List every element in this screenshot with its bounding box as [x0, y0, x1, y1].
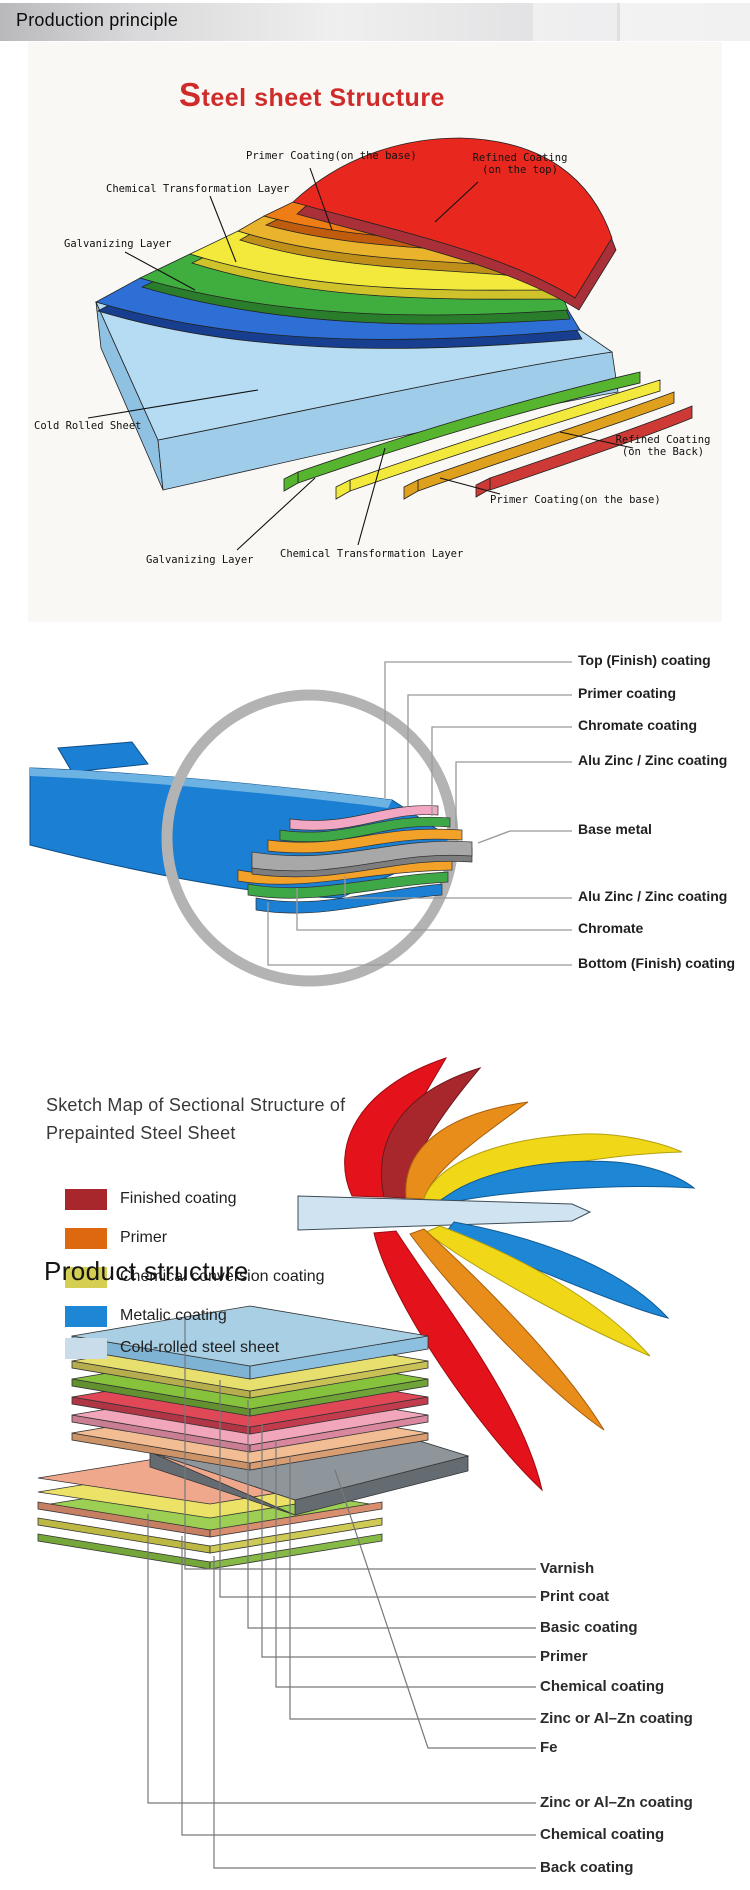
sectional-sketch-fan: [297, 1057, 696, 1492]
label-chromate-coating: Chromate coating: [578, 717, 698, 733]
label-base-metal: Base metal: [578, 821, 652, 837]
label-basic-coating: Basic coating: [540, 1619, 638, 1636]
label-chemical-transformation-back: Chemical Transformation Layer: [280, 548, 464, 560]
label-print-coat: Print coat: [540, 1588, 610, 1605]
label-galvanizing-back: Galvanizing Layer: [146, 554, 254, 566]
legend-swatch-primer: [65, 1228, 107, 1249]
diagram4-leader-lines: [147, 1318, 536, 1869]
label-bottom-finish-coating: Bottom (Finish) coating: [578, 955, 736, 971]
legend-swatch-finished-coating: [65, 1189, 107, 1210]
label-refined-coating-back: Refined Coating (on the Back): [615, 434, 711, 458]
label-zinc-alzn-coating-bottom: Zinc or Al–Zn coating: [540, 1794, 693, 1811]
diagram1-title-initial: S: [179, 76, 202, 113]
label-primer-coating-back: Primer Coating(on the base): [490, 494, 661, 506]
label-alu-zinc-coating-bottom: Alu Zinc / Zinc coating: [578, 888, 728, 904]
diagram1-title-rest: teel sheet Structure: [201, 84, 445, 112]
label-galvanizing-top: Galvanizing Layer: [64, 238, 172, 250]
label-varnish: Varnish: [540, 1560, 595, 1577]
diagram4-title: Product structure: [44, 1256, 249, 1286]
steel-sheet-structure-diagram: [94, 137, 693, 500]
product-structure-stack: [37, 1305, 470, 1570]
label-fe: Fe: [540, 1739, 558, 1756]
legend-swatch-cold-rolled-sheet: [65, 1338, 107, 1359]
label-refined-coating-top: Refined Coating (on the top): [472, 152, 568, 176]
label-chemical-coating-bottom: Chemical coating: [540, 1826, 665, 1843]
coating-magnifier-diagram: [29, 689, 473, 987]
diagram1-leader-lines: [87, 167, 634, 551]
legend-swatch-chemical-conversion: [65, 1267, 107, 1288]
label-primer-coating: Primer coating: [578, 685, 677, 701]
label-chemical-transformation-top: Chemical Transformation Layer: [106, 183, 290, 195]
section-header-bar: Production principle: [0, 0, 750, 41]
label-zinc-alzn-coating-top: Zinc or Al–Zn coating: [540, 1710, 693, 1727]
label-top-finish-coating: Top (Finish) coating: [578, 652, 711, 668]
section-title: Production principle: [16, 10, 179, 30]
label-cold-rolled-sheet: Cold Rolled Sheet: [34, 420, 142, 432]
label-alu-zinc-coating-top: Alu Zinc / Zinc coating: [578, 752, 728, 768]
label-chemical-coating: Chemical coating: [540, 1678, 665, 1695]
legend-swatch-metalic-coating: [65, 1306, 107, 1327]
diagram3-title-line2: Prepainted Steel Sheet: [46, 1123, 236, 1143]
label-chromate: Chromate: [578, 920, 644, 936]
label-primer-coating-top: Primer Coating(on the base): [246, 150, 417, 162]
label-back-coating: Back coating: [540, 1859, 634, 1876]
label-primer: Primer: [540, 1648, 588, 1665]
diagram1-title: Steel sheet Structure: [112, 76, 512, 114]
diagram2-leader-lines: [267, 661, 572, 966]
diagram3-title-line1: Sketch Map of Sectional Structure of: [46, 1095, 346, 1115]
